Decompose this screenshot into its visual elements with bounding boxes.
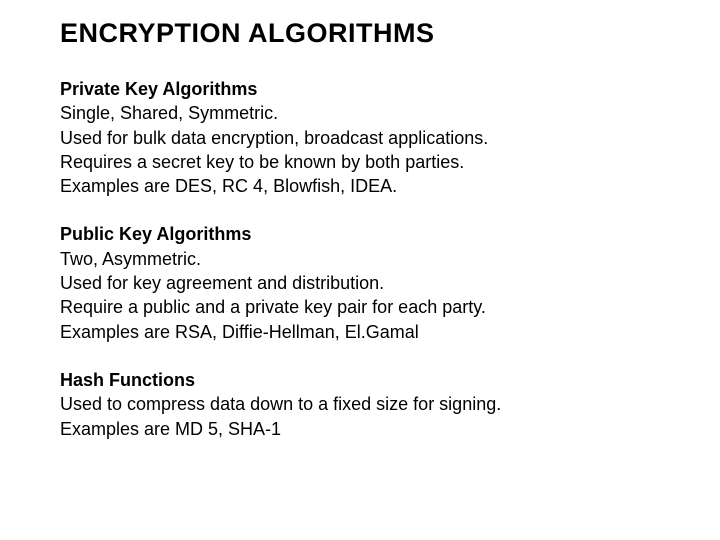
body-line: Requires a secret key to be known by bot… (60, 150, 720, 174)
body-line: Two, Asymmetric. (60, 247, 720, 271)
page-title: ENCRYPTION ALGORITHMS (60, 18, 720, 49)
body-line: Used for bulk data encryption, broadcast… (60, 126, 720, 150)
body-line: Used for key agreement and distribution. (60, 271, 720, 295)
body-line: Examples are MD 5, SHA-1 (60, 417, 720, 441)
section-heading: Hash Functions (60, 368, 720, 392)
body-line: Require a public and a private key pair … (60, 295, 720, 319)
body-line: Examples are DES, RC 4, Blowfish, IDEA. (60, 174, 720, 198)
body-line: Examples are RSA, Diffie-Hellman, El.Gam… (60, 320, 720, 344)
section-hash-functions: Hash Functions Used to compress data dow… (60, 368, 720, 441)
section-heading: Public Key Algorithms (60, 222, 720, 246)
section-private-key: Private Key Algorithms Single, Shared, S… (60, 77, 720, 198)
body-line: Used to compress data down to a fixed si… (60, 392, 720, 416)
body-line: Single, Shared, Symmetric. (60, 101, 720, 125)
section-public-key: Public Key Algorithms Two, Asymmetric. U… (60, 222, 720, 343)
section-heading: Private Key Algorithms (60, 77, 720, 101)
